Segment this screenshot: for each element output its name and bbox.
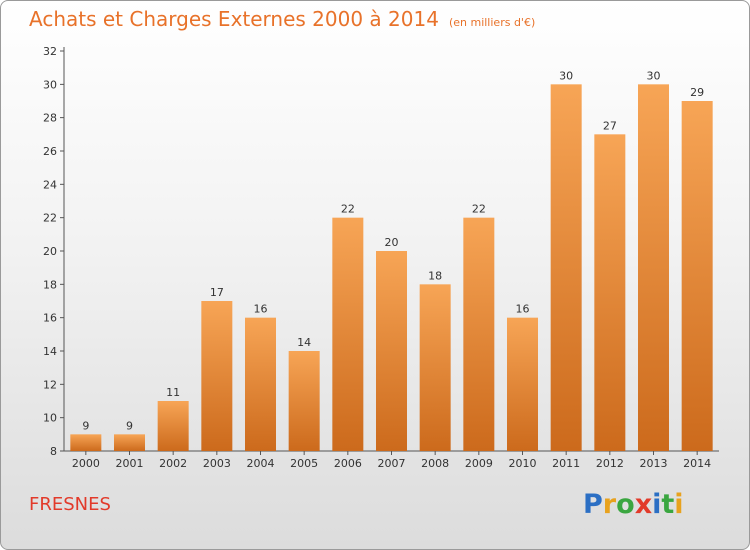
y-tick-label: 16 bbox=[43, 312, 57, 325]
bar bbox=[376, 251, 407, 451]
logo-letter: t bbox=[661, 489, 675, 520]
bar-value-label: 18 bbox=[428, 269, 442, 282]
bar bbox=[157, 401, 189, 451]
logo-letter: r bbox=[602, 489, 617, 520]
x-tick-label: 2005 bbox=[290, 457, 318, 470]
proxiti-logo: Proxiti bbox=[583, 489, 684, 520]
y-tick-label: 28 bbox=[43, 112, 57, 125]
y-tick-label: 20 bbox=[43, 245, 57, 258]
logo-letter: o bbox=[616, 489, 635, 520]
x-tick-label: 2009 bbox=[465, 457, 493, 470]
y-tick-label: 32 bbox=[43, 45, 57, 58]
x-tick-label: 2000 bbox=[72, 457, 100, 470]
x-tick-label: 2008 bbox=[421, 457, 449, 470]
bar-value-label: 29 bbox=[690, 86, 704, 99]
bar bbox=[638, 84, 669, 451]
bar-value-label: 20 bbox=[385, 236, 399, 249]
x-tick-label: 2011 bbox=[552, 457, 580, 470]
logo-letter: x bbox=[634, 489, 653, 520]
bar bbox=[288, 351, 320, 451]
bar-value-label: 22 bbox=[472, 203, 486, 216]
x-tick-label: 2001 bbox=[116, 457, 144, 470]
x-tick-label: 2007 bbox=[378, 457, 406, 470]
bar bbox=[550, 84, 582, 451]
bar bbox=[419, 284, 451, 451]
bar-value-label: 14 bbox=[297, 336, 311, 349]
bar-value-label: 16 bbox=[516, 303, 530, 316]
bar bbox=[245, 317, 276, 451]
y-tick-label: 18 bbox=[43, 278, 57, 291]
y-tick-label: 10 bbox=[43, 412, 57, 425]
bar bbox=[70, 434, 102, 451]
bar-value-label: 22 bbox=[341, 203, 355, 216]
y-tick-label: 26 bbox=[43, 145, 57, 158]
y-tick-label: 30 bbox=[43, 78, 57, 91]
commune-name: FRESNES bbox=[29, 494, 111, 515]
y-tick-label: 8 bbox=[50, 445, 57, 458]
bar-value-label: 30 bbox=[647, 69, 661, 82]
y-tick-label: 12 bbox=[43, 378, 57, 391]
x-tick-label: 2014 bbox=[683, 457, 711, 470]
x-tick-label: 2002 bbox=[159, 457, 187, 470]
x-tick-label: 2012 bbox=[596, 457, 624, 470]
logo-letter: i bbox=[674, 489, 684, 520]
x-tick-label: 2013 bbox=[640, 457, 668, 470]
bar bbox=[594, 134, 626, 452]
y-tick-label: 22 bbox=[43, 212, 57, 225]
bar bbox=[332, 217, 364, 451]
bar-value-label: 9 bbox=[126, 419, 133, 432]
bar-value-label: 11 bbox=[166, 386, 180, 399]
bar bbox=[507, 317, 538, 451]
bar bbox=[201, 301, 233, 451]
y-tick-label: 24 bbox=[43, 178, 57, 191]
bar bbox=[114, 434, 145, 451]
logo-letter: i bbox=[652, 489, 662, 520]
bar bbox=[463, 217, 495, 451]
x-tick-label: 2004 bbox=[247, 457, 275, 470]
logo-letter: P bbox=[583, 489, 603, 520]
x-tick-label: 2010 bbox=[509, 457, 537, 470]
x-tick-label: 2006 bbox=[334, 457, 362, 470]
x-tick-label: 2003 bbox=[203, 457, 231, 470]
bar-value-label: 9 bbox=[82, 419, 89, 432]
bar-value-label: 16 bbox=[254, 303, 268, 316]
bar-value-label: 30 bbox=[559, 69, 573, 82]
chart-title: Achats et Charges Externes 2000 à 2014 bbox=[29, 7, 439, 31]
bar-value-label: 17 bbox=[210, 286, 224, 299]
y-tick-label: 14 bbox=[43, 345, 57, 358]
chart-subtitle: (en milliers d'€) bbox=[448, 16, 536, 29]
bar-value-label: 27 bbox=[603, 119, 617, 132]
title-bar: Achats et Charges Externes 2000 à 2014 (e… bbox=[29, 7, 535, 31]
bar bbox=[681, 101, 713, 451]
